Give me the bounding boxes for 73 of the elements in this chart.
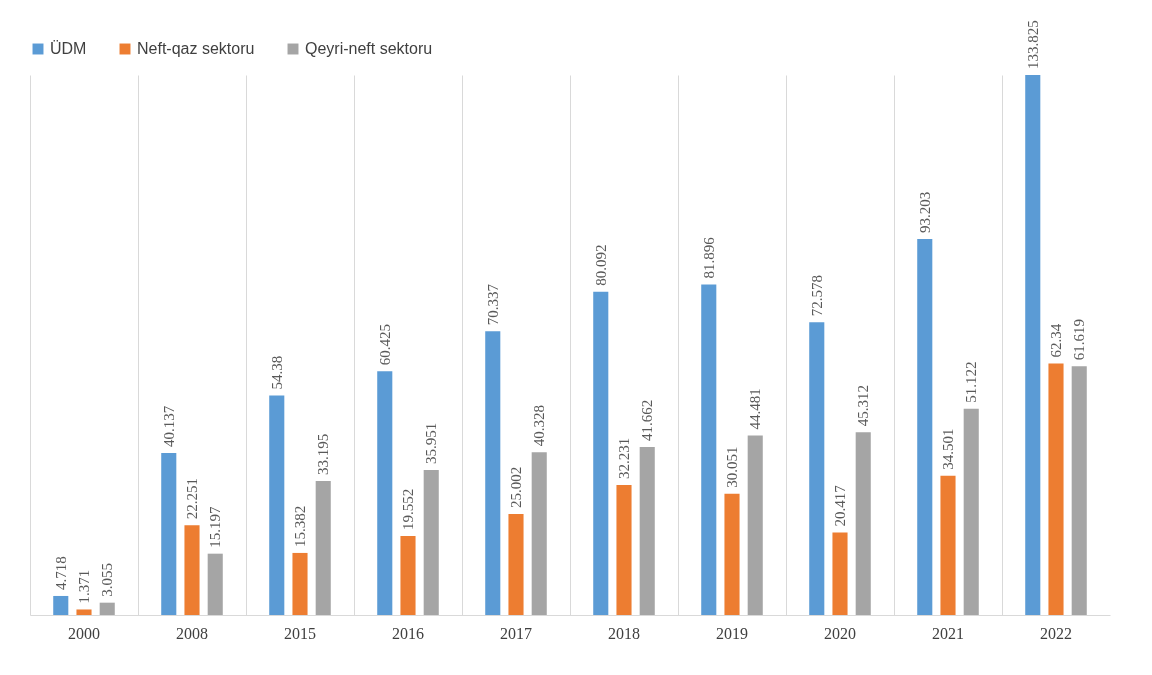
bar [292,552,308,615]
data-label: 62.34 [1048,323,1064,358]
bar [1025,75,1041,615]
data-label: 133.825 [1024,20,1041,69]
bar [423,469,439,615]
data-label: 35.951 [423,422,440,464]
bar [616,484,632,615]
bar [1048,363,1064,615]
data-label: 15.197 [207,505,224,548]
data-label: 93.203 [916,191,933,233]
data-label: 4.718 [52,556,69,590]
data-label: 80.092 [592,244,609,286]
data-label: 15.382 [292,505,308,547]
data-label: 20.417 [832,484,848,527]
bar [724,493,740,615]
legend-label: ÜDM [50,40,87,57]
bar [99,602,115,615]
bar [53,595,69,615]
data-label: 1.371 [76,569,92,604]
bar [184,525,200,615]
data-label: 81.896 [700,236,717,279]
bar [315,481,331,615]
x-tick-label: 2017 [500,624,532,642]
data-label: 40.137 [160,405,177,448]
bar [485,331,501,615]
bar [400,536,416,615]
data-label: 54.38 [268,355,285,390]
data-label: 61.619 [1071,319,1088,361]
data-label: 34.501 [940,428,956,470]
x-tick-label: 2019 [716,624,748,642]
bar [747,435,763,615]
x-tick-label: 2015 [284,624,316,642]
data-label: 3.055 [99,562,116,597]
bar [377,371,393,615]
bar [917,238,933,615]
bar [809,322,825,615]
bar [701,284,717,615]
bar [207,553,223,615]
x-tick-label: 2016 [392,624,424,642]
data-label: 72.578 [808,274,825,317]
data-label: 32.231 [616,437,632,479]
x-tick-label: 2008 [176,624,208,642]
data-label: 40.328 [531,405,548,447]
bar [593,291,609,615]
data-label: 25.002 [508,466,524,509]
legend-label: Qeyri-neft sektoru [305,40,433,57]
bar [76,609,92,615]
data-label: 19.552 [400,488,416,531]
legend-label: Neft-qaz sektoru [137,40,255,57]
bar [639,446,655,615]
bar [940,475,956,615]
data-label: 44.481 [747,388,764,430]
bar [161,453,177,615]
x-tick-label: 2021 [932,624,964,642]
data-label: 70.337 [484,283,501,326]
data-label: 45.312 [855,384,872,427]
data-label: 60.425 [376,323,393,366]
x-tick-label: 2018 [608,624,640,642]
bar [269,395,285,615]
data-label: 33.195 [315,433,332,476]
data-label: 22.251 [184,477,200,520]
bar [855,432,871,615]
bar [963,408,979,615]
x-tick-label: 2020 [824,624,856,642]
bar [832,532,848,615]
x-tick-label: 2022 [1040,624,1072,642]
data-label: 30.051 [724,446,740,488]
data-label: 51.122 [963,361,980,403]
bar [1071,366,1087,615]
bar [508,514,524,615]
data-label: 41.662 [639,399,656,441]
x-tick-label: 2000 [68,624,100,642]
bar [531,452,547,615]
